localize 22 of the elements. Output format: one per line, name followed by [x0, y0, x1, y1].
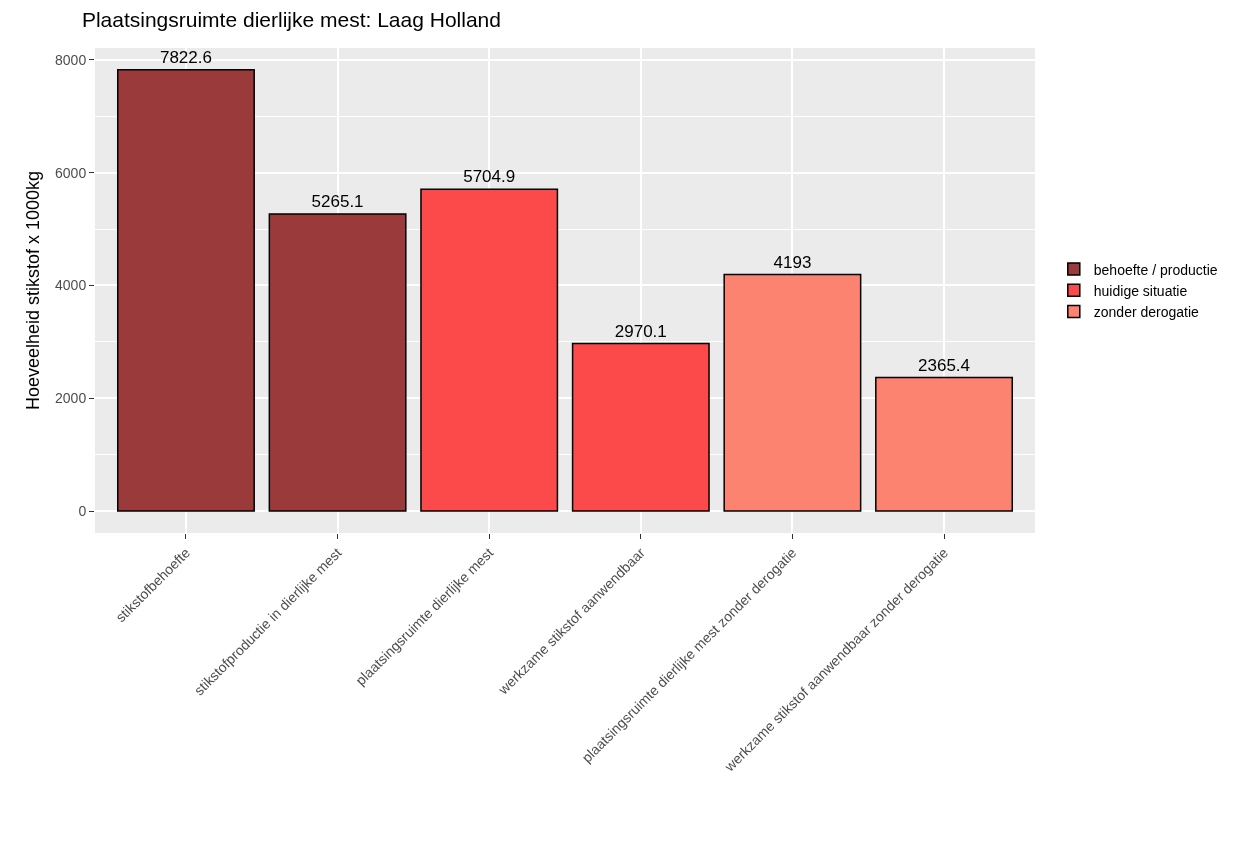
data-label: 5265.1 [311, 192, 364, 212]
data-label: 2970.1 [614, 321, 667, 341]
y-axis-title: Hoeveelheid stikstof x 1000kg [23, 170, 44, 411]
y-tick-label: 6000 [55, 164, 87, 181]
bar [116, 69, 255, 512]
bar [571, 342, 710, 512]
legend-label: zonder derogatie [1093, 303, 1200, 320]
data-label: 5704.9 [463, 167, 516, 187]
bar [875, 376, 1014, 512]
data-label: 4193 [773, 252, 812, 272]
y-tick-label: 8000 [55, 51, 87, 68]
data-label: 7822.6 [159, 47, 212, 67]
legend-label: huidige situatie [1093, 282, 1188, 299]
bar [723, 273, 862, 512]
bar [420, 188, 559, 512]
y-tick-label: 4000 [55, 277, 87, 294]
chart-title: Plaatsingsruimte dierlijke mest: Laag Holland [81, 8, 501, 32]
y-tick-label: 0 [78, 502, 87, 519]
legend-label: behoefte / productie [1093, 261, 1218, 278]
data-label: 2365.4 [918, 355, 971, 375]
bar [268, 213, 407, 512]
y-tick-label: 2000 [55, 390, 87, 407]
